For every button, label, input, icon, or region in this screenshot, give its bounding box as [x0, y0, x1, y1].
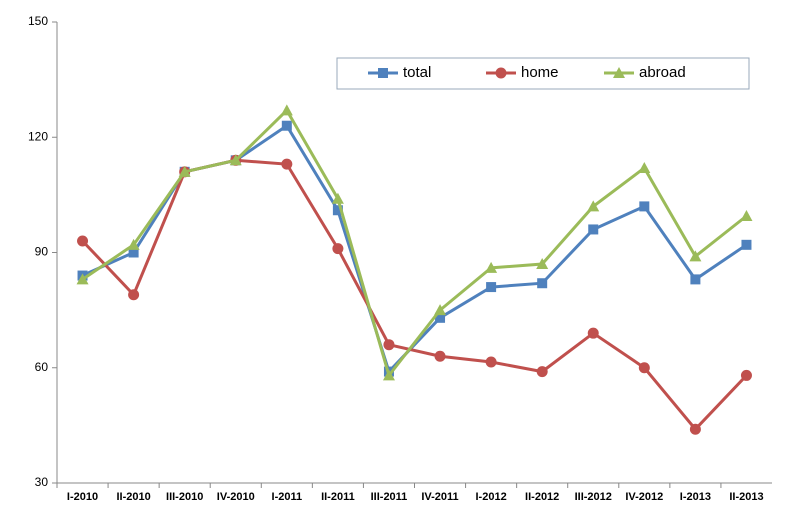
x-tick-label: IV-2011 [421, 491, 458, 503]
point [638, 161, 651, 173]
series-line [81, 123, 748, 375]
point [613, 67, 625, 78]
point [434, 350, 446, 362]
point [378, 68, 388, 78]
point [741, 239, 752, 250]
x-tick-label: II-2012 [525, 491, 559, 503]
legend-label: total [403, 64, 431, 81]
point [486, 282, 497, 293]
y-tick-label: 60 [35, 360, 49, 374]
point [485, 261, 498, 273]
point [128, 289, 140, 301]
point [332, 205, 343, 216]
x-tick-label: I-2012 [476, 491, 507, 503]
x-tick-label: I-2013 [680, 491, 711, 503]
y-tick-label: 90 [35, 245, 49, 259]
point [689, 423, 701, 435]
x-tick-label: II-2011 [321, 491, 355, 503]
point [587, 327, 599, 339]
point [587, 200, 600, 212]
x-tick-label: I-2011 [272, 491, 303, 503]
point [689, 250, 702, 262]
point [434, 304, 447, 316]
legend-box [336, 57, 750, 90]
point [435, 312, 446, 323]
point [740, 369, 752, 381]
point [536, 366, 548, 378]
point [127, 238, 140, 250]
legend-label: home [521, 64, 559, 81]
point [76, 273, 89, 285]
point [229, 154, 242, 166]
x-tick-label: III-2011 [371, 491, 408, 503]
x-tick-label: III-2012 [575, 491, 612, 503]
point [536, 258, 549, 270]
point [382, 369, 395, 381]
point [638, 362, 650, 374]
point [495, 67, 507, 79]
point [281, 120, 292, 131]
point [740, 210, 753, 222]
point [77, 235, 89, 247]
point [332, 243, 344, 255]
series-line [81, 107, 748, 379]
x-tick-label: IV-2012 [625, 491, 663, 503]
point [331, 192, 344, 204]
x-tick-label: II-2010 [116, 491, 150, 503]
point [281, 158, 293, 170]
point [485, 356, 497, 368]
x-tick-label: II-2013 [729, 491, 763, 503]
point [537, 278, 548, 289]
point [280, 104, 293, 116]
y-tick-label: 150 [28, 14, 48, 28]
point [128, 247, 139, 258]
y-tick-label: 30 [35, 475, 49, 489]
x-tick-label: IV-2010 [217, 491, 255, 503]
legend-label: abroad [639, 64, 686, 81]
series-line [81, 158, 748, 432]
x-tick-label: III-2010 [166, 491, 203, 503]
x-tick-label: I-2010 [67, 491, 98, 503]
point [178, 165, 191, 177]
y-tick-label: 120 [28, 129, 48, 143]
point [639, 201, 650, 212]
point [588, 224, 599, 235]
point [690, 274, 701, 285]
point [383, 339, 395, 351]
